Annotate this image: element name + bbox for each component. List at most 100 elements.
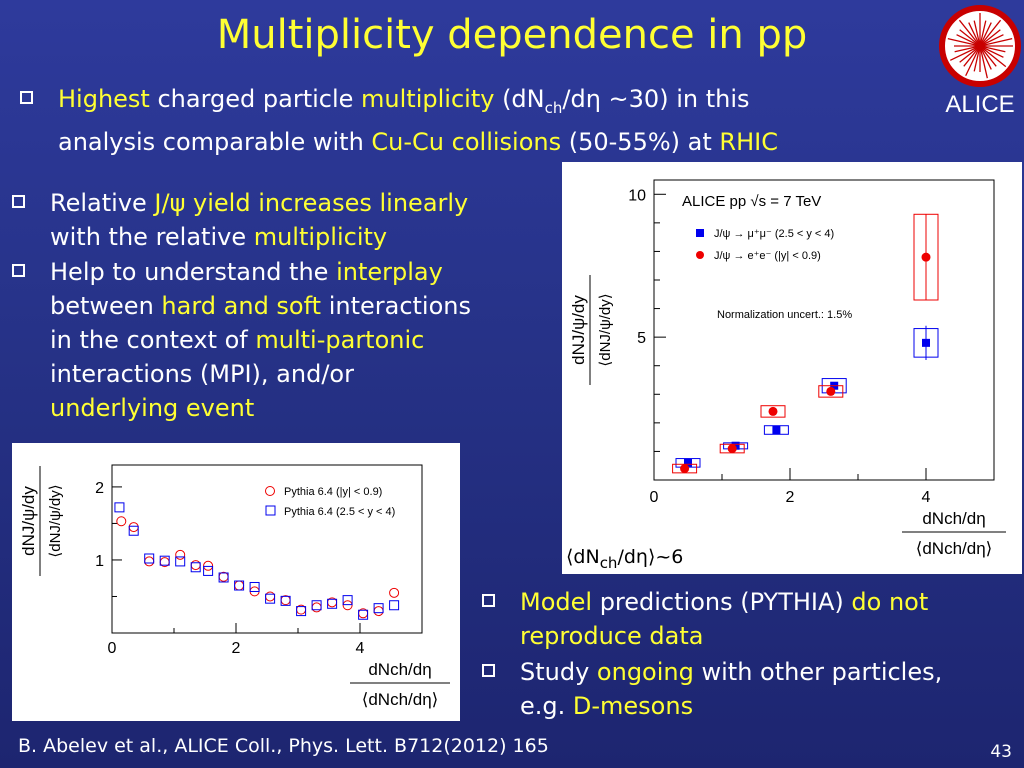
data-point xyxy=(190,562,201,573)
dnch-note-b: /dη⟩~6 xyxy=(617,546,684,568)
checkbox-bullet-icon xyxy=(482,594,495,607)
legend-label: Pythia 6.4 (2.5 < y < 4) xyxy=(284,506,395,518)
legend-label: J/ψ → μ⁺μ⁻ (2.5 < y < 4) xyxy=(714,228,834,240)
bullet1-text-4: (dN xyxy=(494,85,545,113)
data-point xyxy=(234,580,245,591)
checkbox-bullet-icon xyxy=(20,91,33,104)
bullet4-text-a: Model xyxy=(520,588,593,616)
data-point xyxy=(389,600,400,611)
bullet2-text-c: with the relative xyxy=(50,223,254,251)
x-label-num: dNch/dη xyxy=(922,509,985,528)
pythia-chart: 0 2 4 1 2 dNJ/ψ/dy ⟨dNJ/ψ/dy⟩ dNch/dη ⟨dNch/dη⟩ P… xyxy=(12,443,460,721)
y-label-num: dNJ/ψ/dy xyxy=(19,486,38,556)
bullet4-text-b: predictions (PYTHIA) xyxy=(592,588,852,616)
data-point xyxy=(373,606,384,617)
x-label-den: ⟨dNch/dη⟩ xyxy=(916,539,993,558)
bullet5-text-b: ongoing xyxy=(596,658,694,686)
logo-ray xyxy=(954,45,981,53)
bullet-interplay: Help to understand the interplay between… xyxy=(12,255,557,425)
bullet5-text-e: D-mesons xyxy=(572,692,694,720)
data-point xyxy=(203,560,214,571)
bullet1-text-6: analysis comparable with xyxy=(58,127,372,156)
data-point xyxy=(249,581,260,592)
bullet3-text-i: underlying event xyxy=(50,394,255,422)
data-point xyxy=(921,252,931,262)
data-point xyxy=(203,565,214,576)
data-point xyxy=(311,602,322,613)
x-label-num: dNch/dη xyxy=(368,660,431,679)
logo-ray xyxy=(979,29,1001,47)
data-point xyxy=(234,580,245,591)
plot-frame xyxy=(653,179,995,481)
x-tick-label: 0 xyxy=(108,640,117,657)
data-point xyxy=(265,591,276,602)
bullet3-text-d: hard and soft xyxy=(161,292,322,320)
logo-ray xyxy=(973,20,981,47)
legend-marker-circle xyxy=(696,251,704,259)
data-point xyxy=(922,338,930,347)
bullet3-text-f: in the context of xyxy=(50,326,256,354)
bullet2-text-b: J/ψ yield increases linearly xyxy=(154,189,469,217)
bullet-highest-multiplicity: Highest charged particle multiplicity (d… xyxy=(20,82,920,159)
data-point xyxy=(128,525,139,536)
dnch-note-a: ⟨dN xyxy=(566,546,600,568)
bullet3-text-a: Help to understand the xyxy=(50,258,337,286)
data-point xyxy=(190,560,201,571)
y-label-den: ⟨dNJ/ψ/dy⟩ xyxy=(47,484,64,557)
logo-ray xyxy=(979,45,992,70)
bullet3-text-g: multi-partonic xyxy=(255,326,425,354)
data-point xyxy=(826,386,836,396)
x-tick-label: 2 xyxy=(232,640,241,657)
data-point xyxy=(159,555,170,566)
logo-ray xyxy=(959,45,981,63)
jpsi-yield-chart: 0 2 4 5 10 dNJ/ψ/dy ⟨dNJ/ψ/dy⟩ dNch/dη ⟨dNch/dη⟩… xyxy=(562,162,1022,574)
bullet-relative-yield: Relative J/ψ yield increases linearly wi… xyxy=(12,186,557,254)
logo-ray xyxy=(979,20,987,47)
data-point xyxy=(727,444,737,454)
normalization-note: Normalization uncert.: 1.5% xyxy=(717,309,852,321)
data-point xyxy=(280,595,291,606)
bullet1-text-9: RHIC xyxy=(719,127,778,156)
x-tick-label: 0 xyxy=(650,489,659,506)
logo-ray xyxy=(979,45,997,67)
syst-box xyxy=(818,385,844,398)
legend-marker-square xyxy=(696,229,704,237)
bullet3-text-e: interactions xyxy=(321,292,471,320)
bullet5-text-a: Study xyxy=(520,658,597,686)
data-point xyxy=(684,458,692,467)
bullet-study-ongoing: Study ongoing with other particles, e.g.… xyxy=(482,655,1022,723)
slide-title: Multiplicity dependence in pp xyxy=(216,12,808,58)
y-label-num: dNJ/ψ/dy xyxy=(569,295,588,365)
dnch-note-sub: ch xyxy=(599,553,618,572)
logo-ray xyxy=(958,19,981,47)
data-point xyxy=(128,522,139,533)
logo-ray xyxy=(979,38,1013,47)
logo-ray xyxy=(968,22,981,47)
bullet3-text-h: interactions (MPI), and/or xyxy=(50,360,354,388)
bullet1-text-2: charged particle xyxy=(149,85,362,113)
logo-ray xyxy=(973,45,981,72)
y-axis-label: dNJ/ψ/dy ⟨dNJ/ψ/dy⟩ xyxy=(19,466,64,576)
data-point xyxy=(144,553,155,564)
data-point xyxy=(772,426,781,434)
alice-logo: ALICE xyxy=(938,4,1022,120)
citation: B. Abelev et al., ALICE Coll., Phys. Let… xyxy=(18,735,549,757)
logo-ray xyxy=(979,22,992,47)
bullet-model-predictions: Model predictions (PYTHIA) do not reprod… xyxy=(482,585,1022,653)
page-number: 43 xyxy=(990,742,1012,762)
checkbox-bullet-icon xyxy=(482,664,495,677)
x-tick-label: 2 xyxy=(786,489,795,506)
syst-box xyxy=(763,425,789,435)
bullet4-text-d: reproduce data xyxy=(520,622,704,650)
data-point xyxy=(342,595,353,606)
y-tick-label: 10 xyxy=(628,187,646,204)
data-point xyxy=(680,464,690,474)
data-point xyxy=(296,606,307,617)
y-tick-label: 1 xyxy=(95,553,104,570)
y-tick-label: 5 xyxy=(637,330,646,347)
bullet5-text-d: e.g. xyxy=(520,692,573,720)
x-axis-label: dNch/dη ⟨dNch/dη⟩ xyxy=(902,509,1006,558)
logo-ray xyxy=(979,45,988,79)
legend-marker-circle xyxy=(265,486,275,496)
data-point xyxy=(327,598,338,609)
